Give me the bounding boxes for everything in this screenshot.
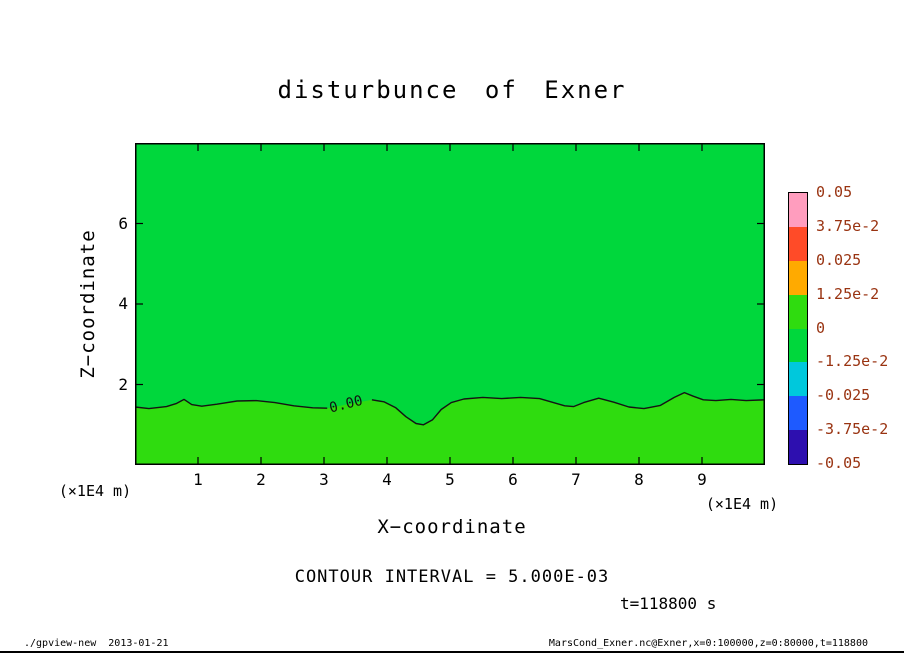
field-below-contour [135, 392, 765, 465]
y-axis-unit-label: (×1E4 m) [58, 482, 132, 500]
colorbar-cell [789, 193, 807, 227]
colorbar-cell [789, 362, 807, 397]
plot-frame [135, 143, 765, 465]
time-label: t=118800 s [620, 594, 717, 613]
footer-command-label: ./gpview-new 2013-01-21 [24, 638, 169, 649]
colorbar-tick-label: -0.05 [816, 454, 862, 472]
colorbar [788, 192, 808, 465]
x-tick-label: 7 [571, 470, 581, 489]
bottom-rule [0, 651, 904, 653]
zero-contour-line [135, 398, 328, 410]
chart-title: disturbunce of Exner [277, 76, 627, 104]
colorbar-tick-label: -0.025 [816, 386, 871, 405]
colorbar-cell [789, 226, 807, 261]
colorbar-tick-label: 3.75e-2 [816, 216, 880, 235]
x-tick-label: 6 [508, 470, 518, 489]
colorbar-cell [789, 260, 807, 295]
colorbar-tick-label: -1.25e-2 [816, 352, 889, 371]
x-tick-label: 9 [697, 470, 707, 489]
colorbar-cell [789, 328, 807, 363]
y-axis-label: Z−coordinate [77, 229, 99, 379]
y-tick-label: 4 [118, 294, 128, 313]
footer-source-label: MarsCond_Exner.nc@Exner,x=0:100000,z=0:8… [548, 638, 868, 649]
colorbar-cell [789, 430, 807, 464]
colorbar-tick-label: 0 [816, 318, 826, 337]
x-tick-label: 4 [382, 470, 392, 489]
contour-interval-label: CONTOUR INTERVAL = 5.000E-03 [294, 567, 610, 587]
y-tick-label: 6 [118, 213, 128, 233]
y-tick-label: 2 [118, 374, 128, 394]
plot-area: 0.00 [135, 143, 765, 465]
x-axis-unit-label: (×1E4 m) [705, 495, 779, 513]
colorbar-cell [789, 396, 807, 431]
colorbar-tick-label: -3.75e-2 [816, 420, 889, 439]
colorbar-cell [789, 294, 807, 329]
zero-contour-line [371, 391, 765, 426]
colorbar-tick-label: 1.25e-2 [816, 284, 880, 303]
x-tick-label: 8 [634, 470, 644, 489]
colorbar-tick-label: 0.05 [816, 183, 853, 201]
x-tick-label: 2 [256, 470, 266, 489]
x-axis-label: X−coordinate [377, 516, 527, 538]
x-tick-label: 1 [193, 470, 203, 489]
x-tick-label: 3 [319, 470, 329, 489]
colorbar-tick-label: 0.025 [816, 250, 862, 269]
contour-level-label: 0.00 [328, 393, 365, 417]
x-tick-label: 5 [445, 470, 455, 489]
